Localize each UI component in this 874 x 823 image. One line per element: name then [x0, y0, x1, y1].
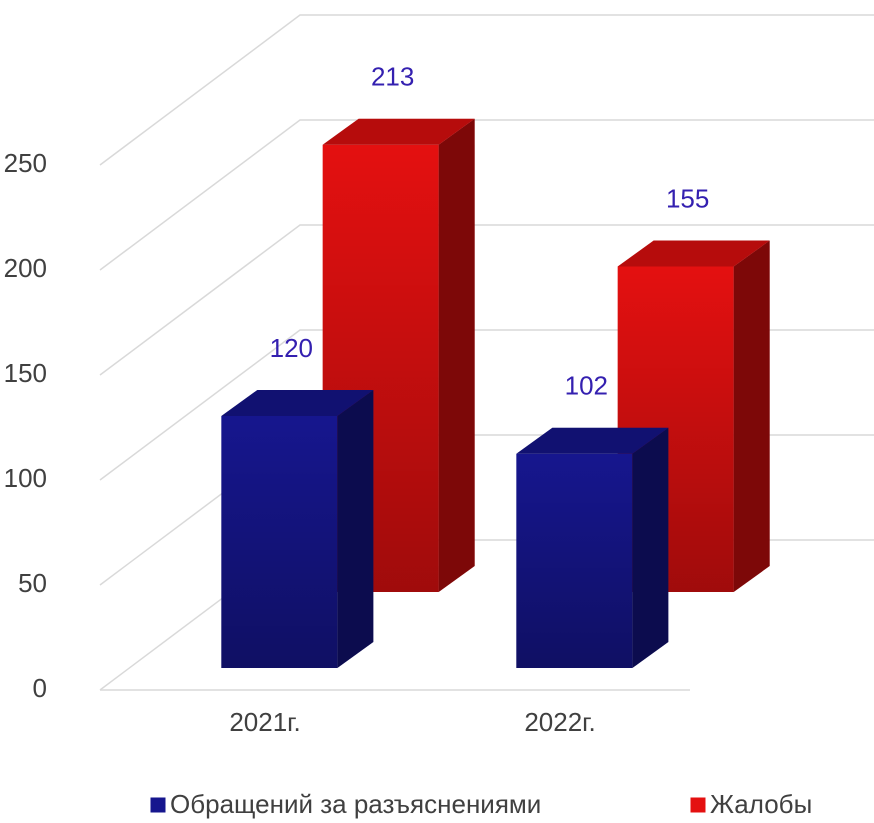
bar-side	[733, 240, 770, 592]
bar-top	[221, 390, 374, 416]
grid-line	[99, 14, 874, 166]
value-label: 120	[270, 333, 313, 363]
y-tick-label: 250	[4, 148, 47, 178]
bar-top	[322, 118, 475, 145]
bar-top	[516, 427, 669, 454]
bar	[221, 390, 374, 668]
bar-top	[322, 118, 475, 145]
bar-side	[337, 390, 374, 668]
bar-top	[617, 240, 770, 267]
legend-label: Жалобы	[710, 789, 812, 819]
legend-swatch	[689, 796, 707, 814]
bar-side	[632, 427, 669, 668]
bar-side	[438, 118, 475, 592]
bar-top	[516, 427, 669, 454]
bar-front	[516, 453, 633, 668]
bar-top	[617, 240, 770, 267]
y-tick-label: 100	[4, 463, 47, 493]
bar	[617, 240, 770, 592]
value-label: 213	[371, 62, 414, 92]
y-tick-label: 200	[4, 253, 47, 283]
x-tick-label: 2021г.	[229, 707, 300, 737]
legend-swatch	[149, 796, 167, 814]
y-tick-label: 0	[33, 673, 47, 703]
bar	[516, 427, 669, 668]
grid-line	[99, 119, 874, 271]
bar-front	[221, 416, 338, 668]
bar-side	[438, 118, 475, 592]
bar-side	[632, 427, 669, 668]
bar-top	[221, 390, 374, 416]
value-label: 102	[565, 371, 608, 401]
legend-label: Обращений за разъяснениями	[170, 789, 541, 819]
value-label: 155	[666, 183, 709, 213]
grid-line	[99, 224, 874, 376]
bar-side	[733, 240, 770, 592]
y-tick-label: 150	[4, 358, 47, 388]
y-tick-label: 50	[18, 568, 47, 598]
x-tick-label: 2022г.	[524, 707, 595, 737]
bar-side	[337, 390, 374, 668]
